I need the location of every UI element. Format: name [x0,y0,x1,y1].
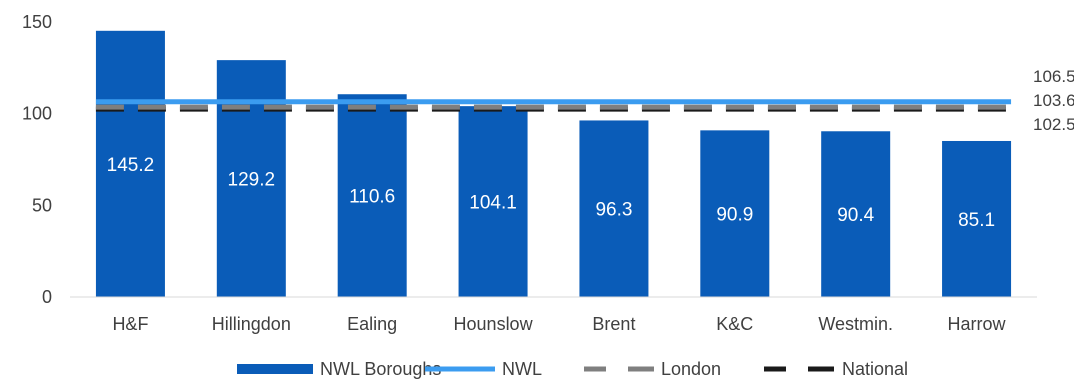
bar-value-label: 85.1 [958,210,995,231]
x-tick-label: Harrow [948,314,1007,334]
legend-swatch-bar [237,364,313,374]
legend-label: National [842,359,908,379]
x-tick-label: H&F [112,314,148,334]
y-axis: 0 50 100 150 [22,12,52,307]
y-tick-label: 50 [32,195,52,215]
legend-label: NWL Boroughs [320,359,441,379]
x-tick-label: Ealing [347,314,397,334]
bar-value-label: 104.1 [469,193,517,214]
reference-line-value-label: 103.6 [1033,91,1074,110]
bar-value-label: 110.6 [349,187,395,208]
bars [96,31,1011,297]
reference-line-value-label: 106.5 [1033,67,1074,86]
x-tick-label: Hillingdon [212,314,291,334]
y-tick-label: 0 [42,287,52,307]
bar-value-label: 145.2 [107,155,155,176]
bar-value-label: 129.2 [228,170,276,191]
x-tick-label: K&C [716,314,753,334]
x-tick-label: Westmin. [818,314,893,334]
bar-value-label: 90.4 [837,205,874,226]
x-tick-label: Brent [592,314,635,334]
bar-value-label: 96.3 [595,200,632,221]
x-axis: H&F Hillingdon Ealing Hounslow Brent K&C Westm… [70,297,1037,334]
legend: NWL Boroughs NWL London National [237,359,908,379]
reference-line-value-label: 102.5 [1033,115,1074,134]
x-tick-label: Hounslow [454,314,534,334]
bar-value-label: 90.9 [716,205,753,226]
legend-label: NWL [502,359,542,379]
legend-label: London [661,359,721,379]
y-tick-label: 150 [22,12,52,32]
y-tick-label: 100 [22,104,52,124]
